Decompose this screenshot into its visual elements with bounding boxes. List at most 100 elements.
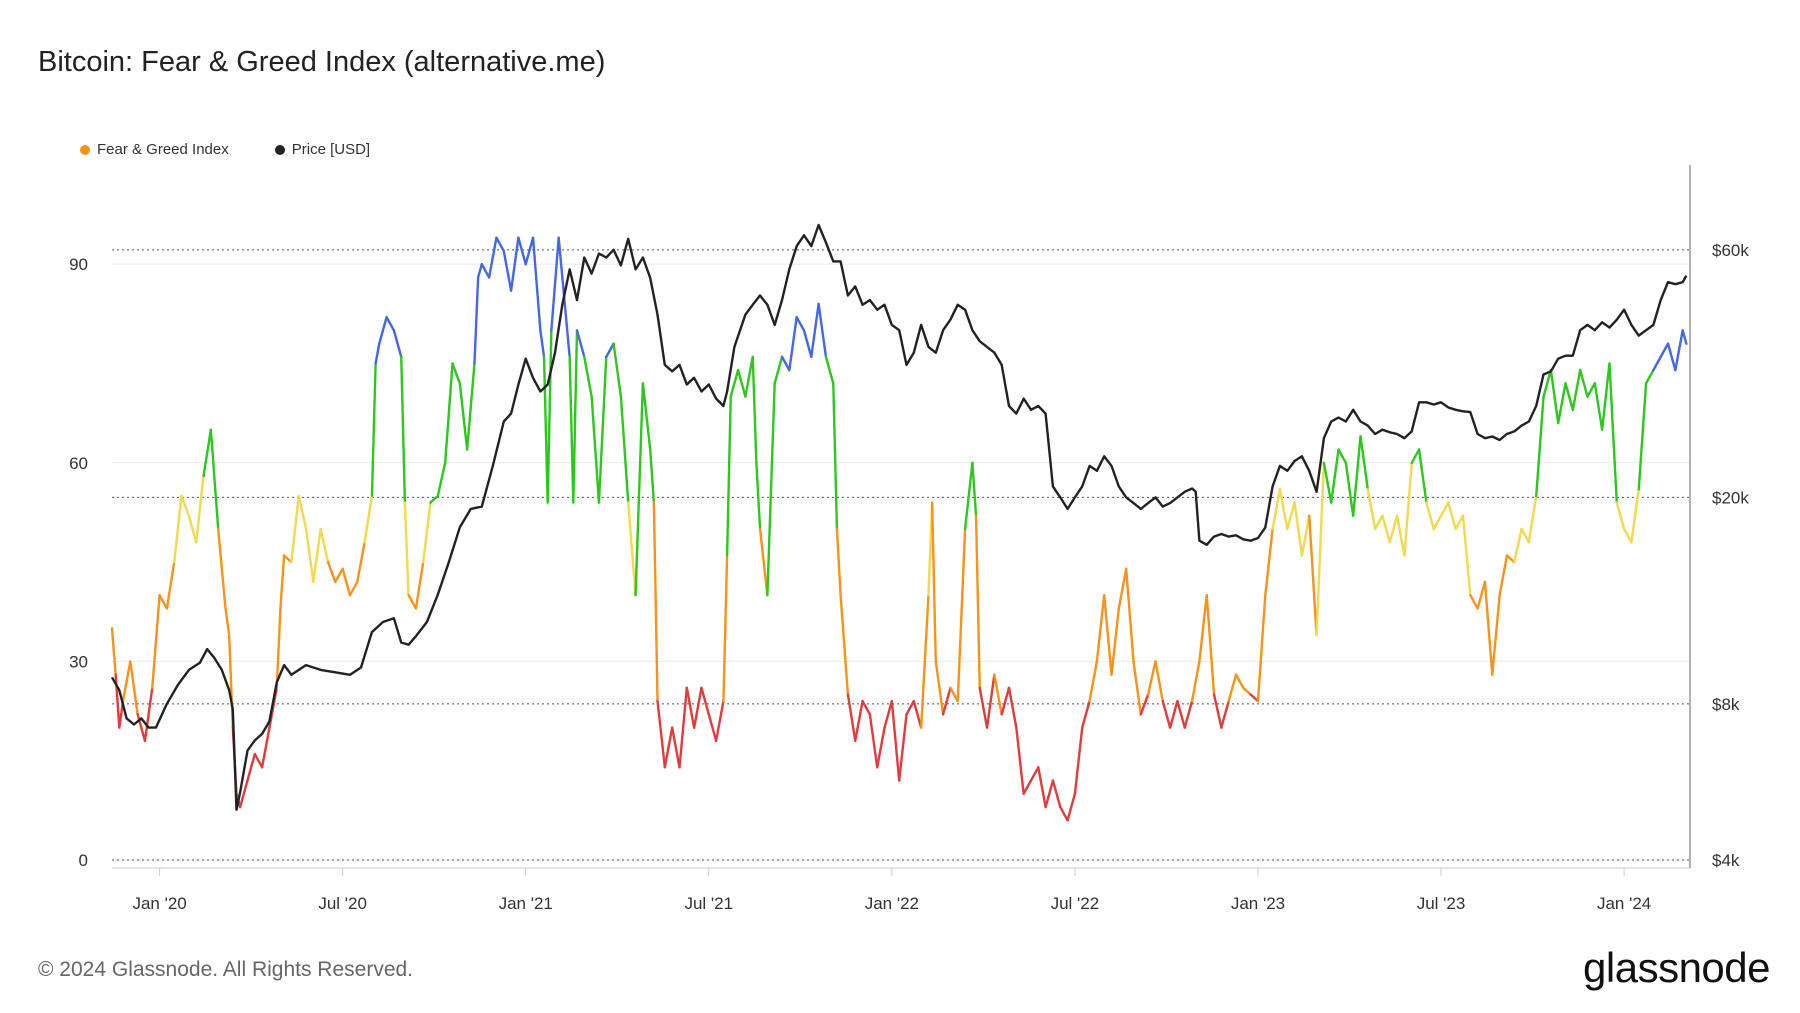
fear-greed-segment-156 <box>1132 660 1143 716</box>
fear-greed-segment-119 <box>876 726 886 769</box>
fear-greed-segment-14 <box>202 428 213 478</box>
fear-greed-segment-74 <box>575 329 586 359</box>
fear-greed-segment-116 <box>854 699 864 743</box>
fear-greed-segment-71 <box>561 276 571 359</box>
fear-greed-segment-95 <box>722 554 729 703</box>
fear-greed-segment-85 <box>652 501 659 703</box>
fear-greed-segment-104 <box>773 355 784 385</box>
fear-greed-segment-21 <box>238 779 249 809</box>
x-tick-label-7: Jul '23 <box>1417 894 1466 913</box>
fear-greed-segment-222 <box>1615 501 1626 531</box>
fear-greed-segment-142 <box>1029 766 1040 782</box>
fear-greed-segment-205 <box>1491 594 1501 676</box>
fear-greed-segment-148 <box>1073 726 1084 795</box>
fear-greed-segment-215 <box>1564 382 1575 412</box>
fear-greed-segment-91 <box>692 686 703 729</box>
fear-greed-segment-31 <box>304 527 315 584</box>
fear-greed-segment-81 <box>627 501 637 597</box>
fear-greed-segment-46 <box>403 501 410 597</box>
fear-greed-segment-65 <box>531 236 542 332</box>
fear-greed-segment-200 <box>1454 514 1465 531</box>
fear-greed-segment-125 <box>919 594 930 729</box>
legend-item-fear-greed[interactable]: Fear & Greed Index <box>80 141 229 158</box>
fear-greed-segment-77 <box>597 355 608 504</box>
fear-greed-segment-8 <box>158 594 169 610</box>
fear-greed-segment-43 <box>385 315 396 332</box>
fear-greed-segment-173 <box>1256 594 1267 703</box>
legend-item-price[interactable]: Price [USD] <box>274 141 370 158</box>
fear-greed-segment-51 <box>436 461 447 498</box>
fear-greed-segment-183 <box>1329 448 1340 504</box>
fear-greed-segment-124 <box>912 699 923 729</box>
fear-greed-segment-41 <box>374 342 381 365</box>
fear-greed-segment-38 <box>356 541 366 584</box>
fear-greed-segment-99 <box>744 355 754 398</box>
fear-greed-segment-209 <box>1520 527 1531 544</box>
fear-greed-segment-58 <box>480 263 491 279</box>
fear-greed-segment-59 <box>487 236 498 279</box>
fear-greed-segment-206 <box>1498 554 1509 597</box>
fear-greed-segment-170 <box>1234 673 1245 690</box>
fear-greed-segment-198 <box>1439 501 1450 517</box>
fear-greed-segment-105 <box>780 355 791 372</box>
fear-greed-segment-195 <box>1417 448 1428 504</box>
fear-greed-segment-172 <box>1249 693 1260 703</box>
fear-greed-segment-150 <box>1088 660 1099 703</box>
fear-greed-segment-171 <box>1242 686 1252 696</box>
fear-greed-segment-137 <box>993 673 1003 716</box>
fear-greed-segment-92 <box>700 686 710 716</box>
fear-greed-segment-3 <box>121 660 132 703</box>
fear-greed-segment-143 <box>1037 766 1047 809</box>
fear-greed-segment-149 <box>1081 699 1091 729</box>
fear-greed-segment-202 <box>1469 594 1479 610</box>
fear-greed-segment-115 <box>846 693 857 743</box>
x-tick-label-1: Jul '20 <box>318 894 367 913</box>
y-left-tick-label-0: 0 <box>79 851 88 870</box>
fear-greed-segment-70 <box>557 236 564 279</box>
fear-greed-segment-174 <box>1264 527 1274 597</box>
fear-greed-segment-17 <box>224 607 231 637</box>
fear-greed-segment-192 <box>1395 514 1406 557</box>
y-left-tick-label-3: 90 <box>69 255 88 274</box>
fear-greed-segment-35 <box>334 567 344 584</box>
y-right-tick-label-2: $20k <box>1712 488 1749 507</box>
fear-greed-segment-193 <box>1403 461 1413 557</box>
fear-greed-segment-177 <box>1286 501 1296 531</box>
fear-greed-segment-45 <box>400 355 407 504</box>
x-tick-label-5: Jul '22 <box>1051 894 1100 913</box>
x-tick-label-8: Jan '24 <box>1597 894 1651 913</box>
fear-greed-segment-161 <box>1168 699 1179 729</box>
fear-greed-segment-151 <box>1095 594 1106 663</box>
fear-greed-segment-118 <box>868 713 879 769</box>
fear-greed-segment-89 <box>678 686 689 769</box>
fear-greed-segment-181 <box>1315 461 1326 637</box>
fear-greed-segment-53 <box>451 362 462 385</box>
fear-greed-segment-28 <box>282 554 293 564</box>
fear-greed-segment-86 <box>656 699 667 769</box>
fear-greed-segment-160 <box>1161 699 1172 729</box>
fear-greed-segment-112 <box>832 382 839 531</box>
fear-greed-segment-223 <box>1622 527 1633 544</box>
fear-greed-segment-130 <box>949 686 959 703</box>
fear-greed-segment-78 <box>605 342 615 359</box>
fear-greed-segment-87 <box>663 726 674 769</box>
fear-greed-segment-68 <box>546 329 553 504</box>
fear-greed-segment-32 <box>312 527 322 584</box>
fear-greed-segment-157 <box>1139 693 1150 716</box>
fear-greed-segment-213 <box>1549 368 1560 425</box>
fear-greed-segment-196 <box>1425 501 1435 531</box>
fear-greed-segment-108 <box>802 329 813 359</box>
fear-greed-segment-138 <box>1000 686 1011 716</box>
fear-greed-segment-165 <box>1198 594 1208 663</box>
fear-greed-segment-189 <box>1373 514 1384 531</box>
legend-dot-fear-greed <box>80 144 90 155</box>
fear-greed-segment-158 <box>1146 660 1157 696</box>
fear-greed-segment-12 <box>187 514 198 544</box>
fear-greed-segment-212 <box>1542 368 1553 398</box>
fear-greed-segment-207 <box>1505 554 1516 564</box>
fear-greed-segment-62 <box>509 236 520 292</box>
fear-greed-segment-79 <box>612 342 623 398</box>
x-tick-label-3: Jul '21 <box>684 894 733 913</box>
fear-greed-segment-182 <box>1322 461 1333 504</box>
fear-greed-segment-120 <box>883 699 894 729</box>
